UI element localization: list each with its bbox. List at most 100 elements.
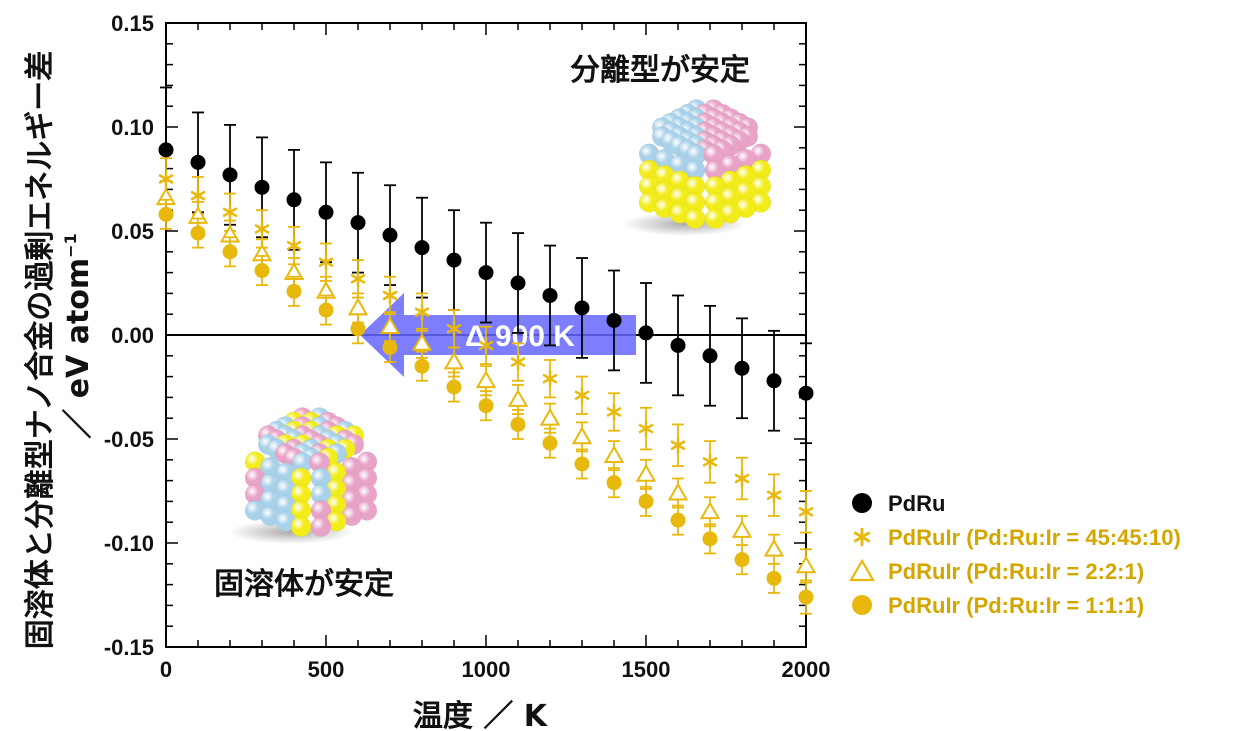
data-point (478, 337, 494, 354)
asterisk-stroke (542, 373, 558, 384)
legend-marker (852, 595, 872, 615)
y-axis-title-main: 固溶体と分離型ナノ合金の過剰エネルギー差 (23, 51, 58, 650)
asterisk-stroke (702, 456, 718, 467)
series-0 (158, 86, 814, 445)
asterisk-stroke (382, 290, 398, 301)
asterisk-stroke (638, 423, 654, 434)
data-point (798, 589, 814, 605)
solid-solution-nanoparticle-illustration (229, 407, 378, 544)
data-point (510, 275, 526, 291)
data-point (382, 339, 398, 355)
data-point (443, 351, 465, 370)
data-point (411, 332, 433, 351)
legend-label: PdRuIr (Pd:Ru:Ir = 45:45:10) (888, 525, 1181, 550)
data-point (571, 426, 593, 445)
x-tick-label: 2000 (782, 657, 831, 682)
asterisk-stroke (574, 390, 590, 401)
legend-label: PdRuIr (Pd:Ru:Ir = 1:1:1) (888, 593, 1144, 618)
data-point (638, 325, 654, 341)
data-point (347, 297, 369, 316)
asterisk-stroke (286, 240, 302, 251)
annotation-separated-stable: 分離型が安定 (570, 53, 750, 88)
data-point (318, 204, 334, 220)
y-tick-label: -0.15 (104, 635, 154, 660)
y-tick-label: 0.00 (111, 323, 154, 348)
data-point (350, 321, 366, 337)
asterisk-stroke (318, 257, 334, 268)
asterisk-stroke (734, 473, 750, 484)
x-tick-label: 1000 (462, 657, 511, 682)
data-point (350, 270, 366, 287)
legend-item-1: PdRuIr (Pd:Ru:Ir = 45:45:10) (853, 525, 1181, 550)
legend: PdRu PdRuIr (Pd:Ru:Ir = 45:45:10) PdRuIr (… (849, 491, 1181, 618)
data-point (510, 354, 526, 371)
data-point (795, 555, 817, 574)
data-point (478, 265, 494, 281)
series-2 (155, 180, 817, 584)
y-tick-label: 0.05 (111, 219, 154, 244)
data-point (190, 187, 206, 204)
legend-marker (852, 493, 872, 513)
data-point (475, 370, 497, 389)
data-point (254, 263, 270, 279)
asterisk-stroke (350, 273, 366, 284)
data-point (542, 370, 558, 387)
data-point (414, 240, 430, 256)
asterisk-stroke (798, 506, 814, 517)
data-point (702, 348, 718, 364)
asterisk-stroke (446, 323, 462, 334)
y-tick-label: 0.15 (111, 11, 154, 36)
data-point (574, 387, 590, 404)
data-point (286, 283, 302, 299)
legend-label: PdRu (888, 491, 945, 516)
data-series (155, 86, 817, 615)
series-3 (158, 198, 814, 615)
data-point (702, 453, 718, 470)
data-point (318, 254, 334, 271)
asterisk-stroke (670, 440, 686, 451)
x-axis-title: 温度 ／ K (413, 699, 549, 731)
y-tick-label: -0.05 (104, 427, 154, 452)
data-point (382, 287, 398, 304)
data-point (286, 192, 302, 208)
data-point (478, 398, 494, 414)
x-tick-label: 500 (308, 657, 345, 682)
y-axis-title: 固溶体と分離型ナノ合金の過剰エネルギー差 (23, 51, 58, 650)
y-axis-unit: ／ eV atom−1 (61, 233, 96, 438)
data-point (702, 531, 718, 547)
data-point (635, 463, 657, 482)
data-point (190, 225, 206, 241)
data-point (734, 470, 750, 487)
atom (704, 208, 726, 229)
data-point (766, 373, 782, 389)
data-point (446, 252, 462, 268)
asterisk-stroke (190, 190, 206, 201)
data-point (414, 304, 430, 321)
data-point (670, 337, 686, 353)
data-point (542, 435, 558, 451)
data-point (606, 475, 622, 491)
data-point (638, 493, 654, 509)
svg-text:／ eV atom−1: ／ eV atom−1 (61, 233, 96, 438)
atom (290, 516, 312, 537)
data-point (158, 142, 174, 158)
atom (310, 516, 332, 537)
asterisk-stroke (222, 207, 238, 218)
data-point (222, 204, 238, 221)
y-axis-unit-text: ／ eV atom (61, 258, 96, 439)
delta-arrow-shape (360, 293, 636, 377)
asterisk-stroke (766, 490, 782, 501)
asterisk-stroke (254, 223, 270, 235)
data-point (766, 487, 782, 504)
data-point (731, 520, 753, 538)
series-1 (158, 157, 814, 534)
data-point (382, 227, 398, 243)
data-point (507, 388, 529, 407)
data-point (766, 570, 782, 586)
data-point (574, 300, 590, 316)
axes: 0 500 1000 1500 2000 -0.15 -0.10 -0.05 0.00 0.05 0… (104, 11, 831, 682)
data-point (222, 167, 238, 183)
data-point (158, 206, 174, 222)
asterisk-stroke (606, 406, 622, 418)
data-point (603, 445, 625, 464)
